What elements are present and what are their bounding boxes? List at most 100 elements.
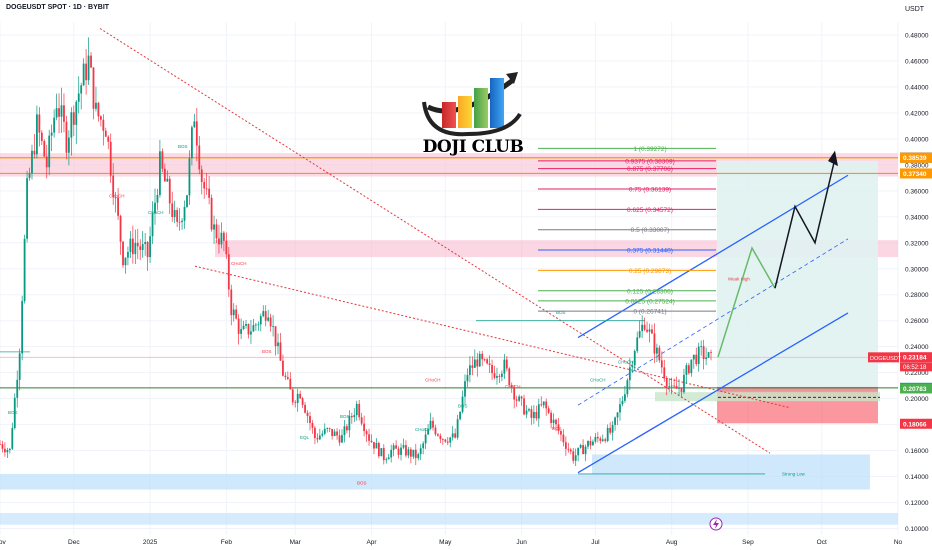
candle-body — [419, 448, 422, 455]
candle-body — [70, 112, 73, 138]
candle-body — [665, 378, 668, 387]
candle-body — [328, 428, 331, 429]
price-axis[interactable]: 0.100000.120000.140000.160000.180000.200… — [868, 32, 932, 533]
candle-body — [45, 156, 48, 168]
choch-label: CHoCH — [148, 210, 164, 215]
candle-body — [355, 403, 358, 416]
fib-retracement[interactable]: 1 (0.39272) 0.9375 (0.38309)0.875 (0.3770… — [538, 146, 716, 316]
price-tag-label: 0.23184 — [903, 355, 927, 362]
candle-body — [577, 447, 580, 456]
candle-body — [365, 431, 368, 435]
candle-body — [422, 443, 425, 449]
price-tick-label: 0.32000 — [905, 240, 929, 247]
candle-body — [95, 102, 97, 109]
bos-label: BOS — [262, 349, 272, 354]
candle-body — [1, 444, 4, 449]
candle-body — [397, 448, 400, 455]
candle-body — [528, 409, 530, 411]
candle-body — [53, 117, 56, 133]
descending-trendline — [99, 28, 771, 454]
candle-body — [21, 301, 24, 354]
candle-body — [668, 385, 671, 387]
candle-body — [225, 240, 228, 255]
candle-body — [279, 342, 282, 361]
candle-body — [587, 441, 589, 447]
candle-body — [299, 393, 302, 399]
descending-trendline — [194, 265, 791, 409]
fib-level-label: 0.5 (0.33007) — [631, 227, 670, 234]
channel-mid-line — [577, 238, 849, 406]
candles — [0, 37, 712, 466]
candle-body — [191, 127, 193, 159]
candle-body — [331, 428, 334, 436]
price-tick-label: 0.40000 — [905, 136, 929, 143]
candle-body — [87, 55, 90, 81]
price-tick-label: 0.24000 — [905, 344, 929, 351]
time-axis[interactable]: Nov Dec 2025 Feb Mar Apr May Jun Jul Aug Sep Oct No — [0, 539, 903, 546]
choch-label: CHoCH — [590, 378, 606, 383]
candle-body — [122, 241, 124, 266]
candle-body — [166, 178, 169, 182]
candle-body — [596, 436, 599, 439]
candle-body — [210, 197, 213, 230]
candle-body — [535, 411, 538, 419]
candle-body — [144, 242, 147, 245]
candle-body — [259, 316, 262, 325]
candle-body — [493, 373, 496, 378]
candle-body — [92, 67, 95, 109]
candle-body — [301, 398, 304, 405]
bos-label: BOS — [8, 410, 18, 415]
candle-body — [97, 102, 100, 117]
candle-body — [392, 445, 395, 450]
candle-body — [60, 105, 63, 117]
candle-body — [510, 385, 513, 388]
price-tick-label: 0.42000 — [905, 110, 929, 117]
candle-body — [358, 403, 361, 418]
price-tag-label: 0.18066 — [903, 421, 927, 428]
channel-lower-line — [577, 312, 849, 474]
fib-level-label: 0.75 (0.36139) — [629, 187, 671, 194]
candle-body — [437, 434, 439, 436]
candle-body — [402, 445, 405, 448]
candle-body — [237, 318, 240, 334]
candle-body — [530, 409, 533, 418]
bos-label: BOS — [556, 310, 566, 315]
candle-body — [569, 449, 572, 452]
candle-body — [338, 435, 341, 443]
candle-body — [311, 422, 314, 428]
candle-body — [188, 158, 191, 196]
candle-body — [687, 365, 690, 374]
choch-label: CHoCH — [425, 378, 441, 383]
price-tick-label: 0.22000 — [905, 370, 929, 377]
candle-body — [129, 238, 132, 252]
candle-body — [104, 130, 107, 137]
candle-body — [432, 420, 434, 428]
candle-body — [488, 363, 491, 365]
annotations: BOS BOS CHoCH CHoCH CHoCH BOS EQL BOS CHoCH BOS CH… — [8, 144, 806, 531]
candle-body — [651, 329, 653, 334]
candle-body — [156, 194, 159, 203]
candle-body — [218, 238, 220, 245]
bos-label: BOS — [340, 414, 350, 419]
candle-body — [633, 351, 636, 366]
candle-body — [274, 326, 277, 347]
candle-body — [567, 448, 570, 450]
candle-body — [478, 353, 481, 367]
candle-body — [552, 419, 555, 423]
fib-level-label: 1 (0.39272) — [633, 146, 666, 153]
candle-body — [232, 309, 235, 316]
candle-body — [683, 374, 685, 393]
candle-body — [697, 346, 700, 365]
candle-body — [692, 354, 695, 360]
chart-symbol-title[interactable]: DOGEUSDT SPOT · 1D · BYBIT — [6, 4, 110, 11]
eql-zone — [655, 392, 880, 402]
candle-body — [282, 360, 284, 376]
candle-body — [473, 359, 476, 368]
candle-body — [498, 375, 501, 377]
time-tick-label: Sep — [742, 539, 754, 546]
candle-body — [459, 411, 461, 420]
currency-label[interactable]: USDT — [905, 6, 925, 13]
candle-body — [240, 329, 243, 334]
candle-body — [11, 428, 14, 449]
